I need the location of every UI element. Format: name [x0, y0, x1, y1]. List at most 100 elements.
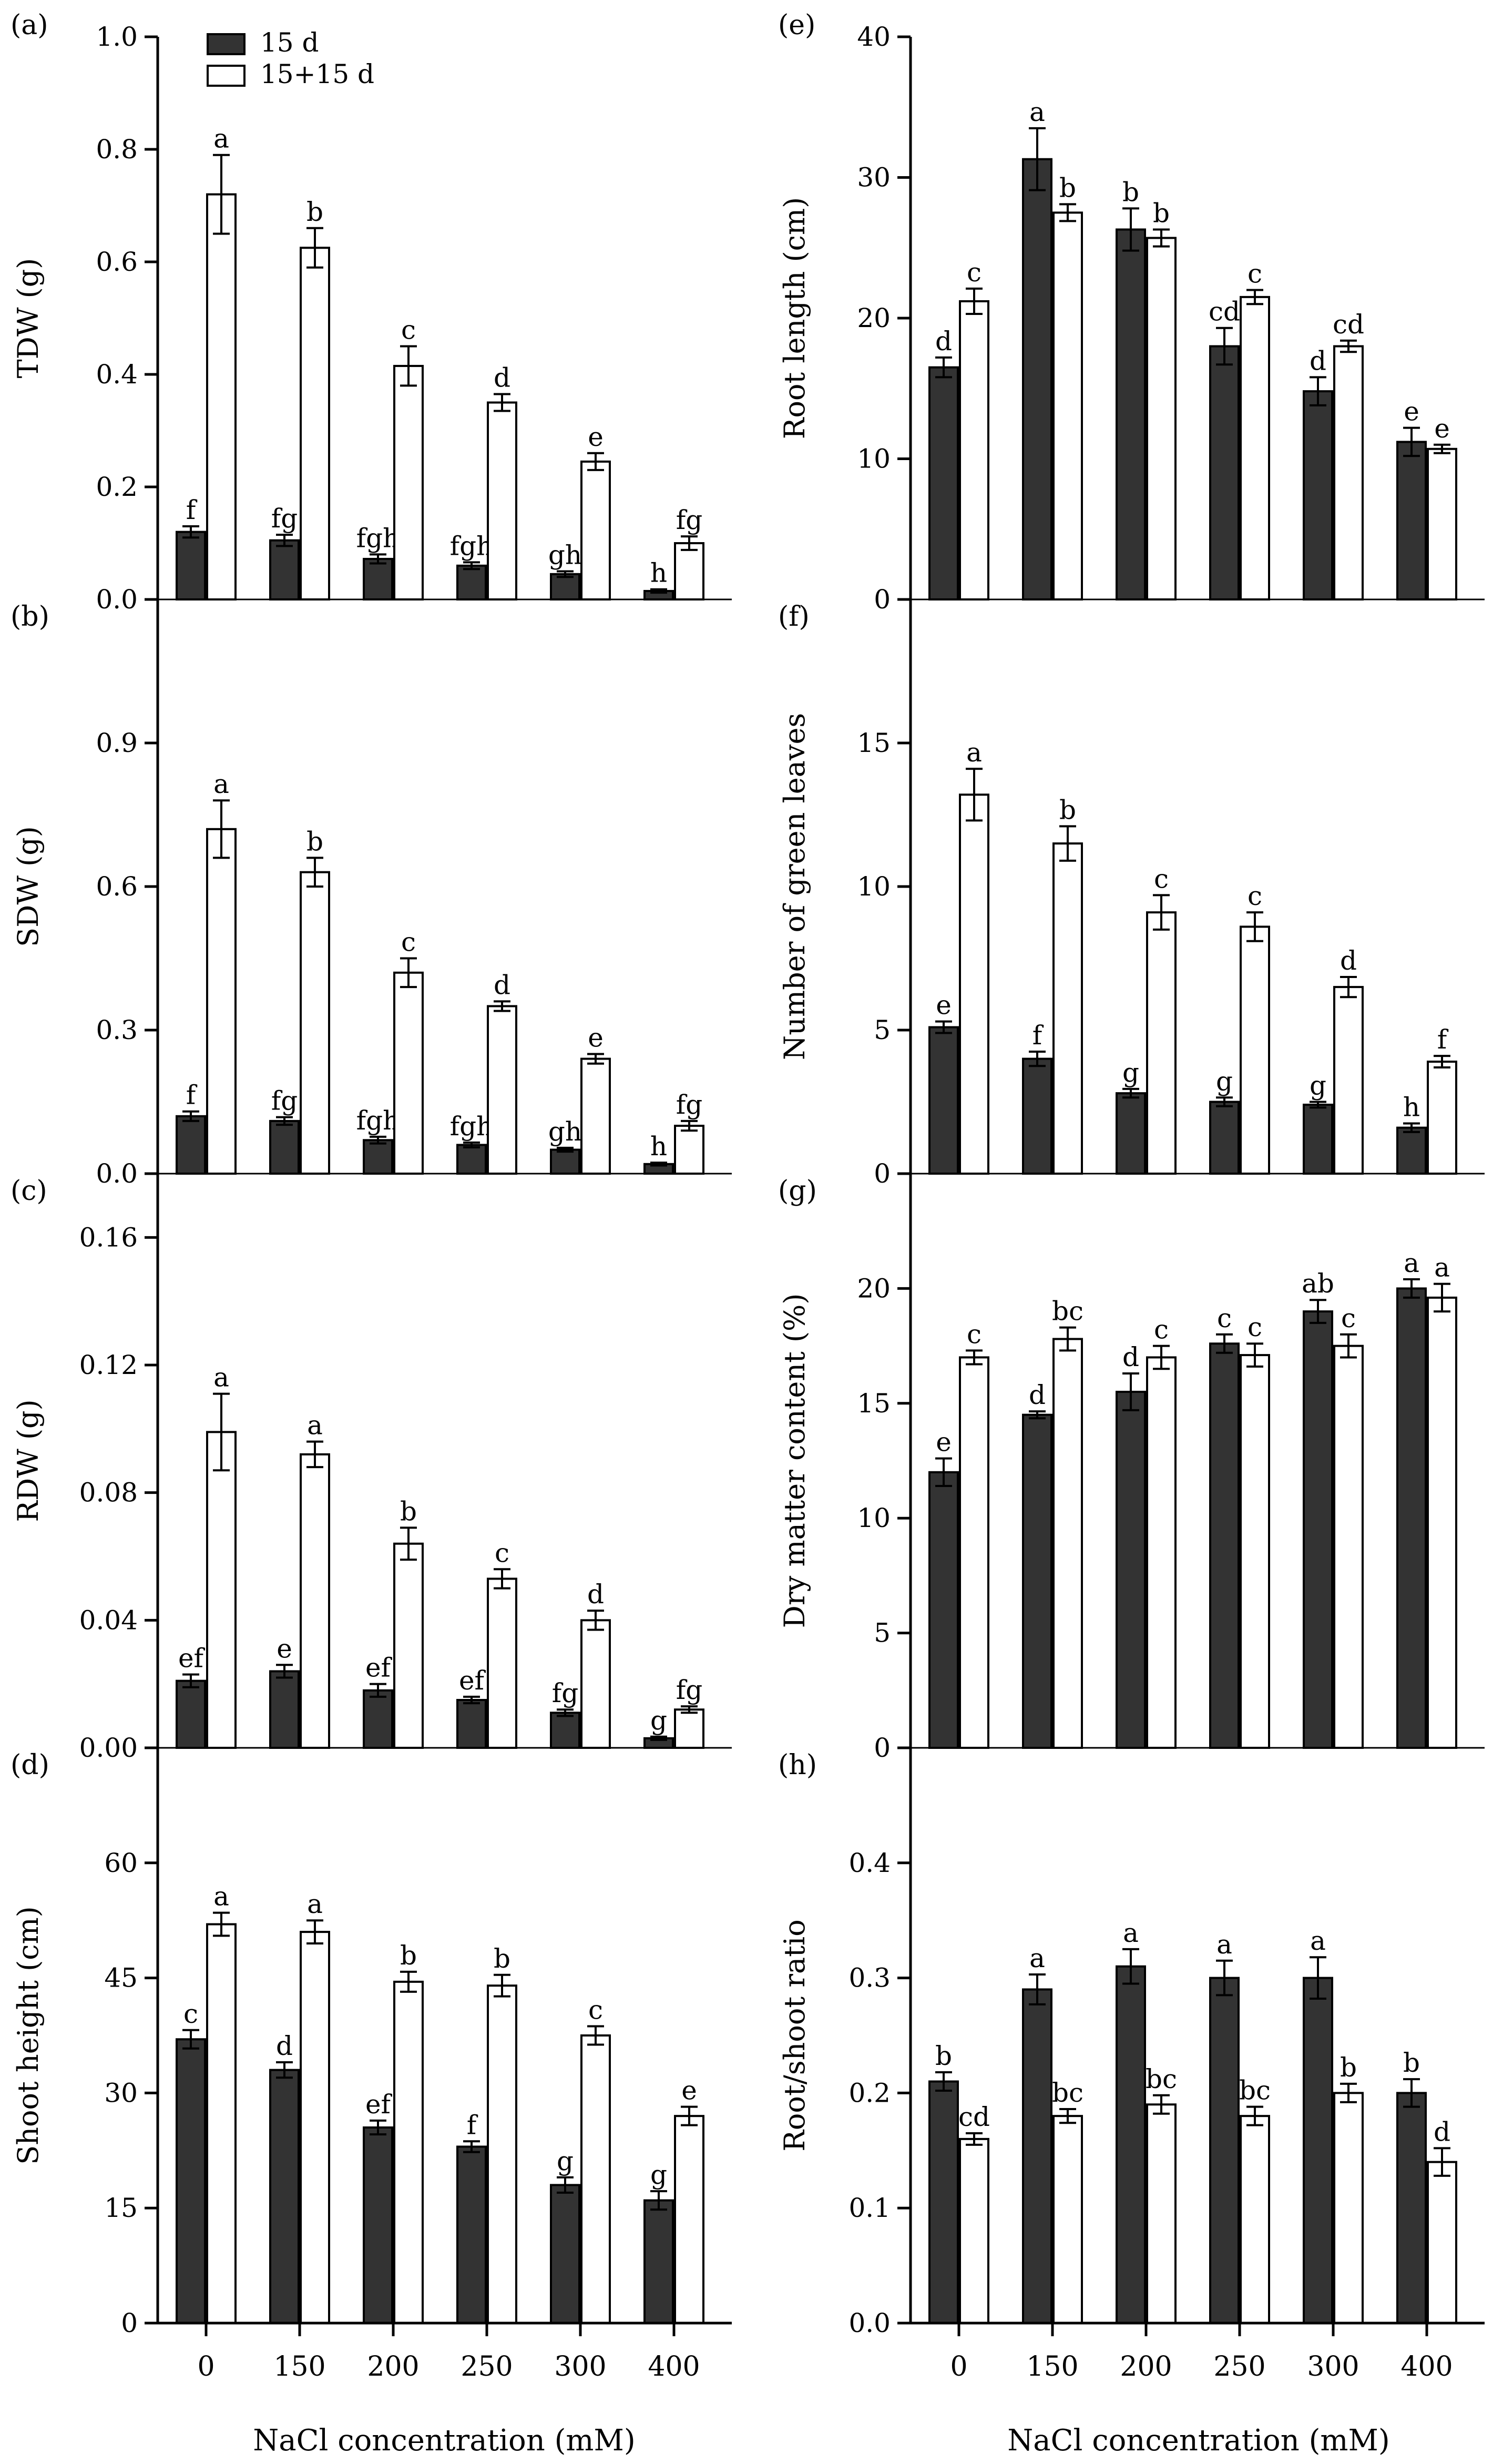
x-tick-label: 0 [197, 2351, 214, 2382]
x-tick-label: 400 [648, 2351, 700, 2382]
significance-letter: fgh [450, 1111, 494, 1142]
y-tick-label: 30 [857, 162, 891, 193]
bar-15-15d [959, 300, 989, 600]
significance-letter: c [1248, 1312, 1262, 1342]
significance-letter: c [1154, 863, 1169, 894]
bar-15-15d [206, 1923, 237, 2325]
bar-15-15d [674, 542, 704, 600]
significance-letter: e [936, 990, 952, 1021]
bar-15d [550, 2184, 580, 2324]
significance-letter: h [650, 558, 667, 588]
y-axis-title: Shoot height (cm) [12, 1906, 45, 2164]
bar-15d [1116, 228, 1146, 601]
y-tick-label: 0.3 [848, 1963, 891, 1993]
bar-15-15d [206, 1431, 237, 1749]
significance-letter: b [494, 1943, 510, 1974]
y-axis-title: Dry matter content (%) [778, 1294, 811, 1628]
bar-15-15d [959, 793, 989, 1175]
y-tick-label: 0.4 [848, 1848, 891, 1878]
bar-15-15d [580, 1057, 611, 1175]
bar-15-15d [1333, 2092, 1364, 2324]
bar-15d [643, 2199, 674, 2324]
bar-15d [1209, 1101, 1240, 1175]
bar-15-15d [1427, 2161, 1457, 2325]
significance-letter: cd [1333, 309, 1364, 340]
bar-15d [456, 564, 487, 601]
bar-15-15d [1052, 2115, 1083, 2324]
y-tick-label: 10 [857, 871, 891, 902]
significance-letter: f [467, 2110, 478, 2140]
y-tick-label: 0 [121, 2308, 138, 2338]
panel-label: (b) [11, 601, 49, 633]
bar-15d [363, 557, 393, 600]
y-axis-title: Root/shoot ratio [778, 1919, 811, 2151]
bar-15-15d [206, 193, 237, 601]
significance-letter: d [1029, 1380, 1046, 1410]
bar-15d [269, 539, 300, 601]
bar-15d [1022, 1988, 1052, 2324]
significance-letter: d [276, 2031, 293, 2061]
y-tick-label: 0 [874, 584, 891, 615]
bar-15-15d [580, 460, 611, 600]
y-tick-label: 0.4 [96, 359, 138, 390]
bar-15-15d [300, 1931, 330, 2325]
bar-15-15d [1146, 237, 1177, 600]
y-tick-label: 20 [857, 303, 891, 333]
panel-label: (d) [11, 1749, 49, 1781]
significance-letter: ef [365, 1653, 393, 1683]
y-tick-label: 0.04 [79, 1605, 138, 1635]
bar-15-15d [1052, 1338, 1083, 1749]
y-tick-label: 0 [874, 1158, 891, 1189]
significance-letter: c [183, 1999, 198, 2029]
bar-15-15d [959, 2137, 989, 2324]
significance-letter: ef [365, 2089, 393, 2120]
bar-15d [1209, 1977, 1240, 2325]
significance-letter: b [935, 2041, 952, 2071]
y-tick-label: 0.6 [96, 871, 138, 902]
y-tick-label: 60 [104, 1848, 138, 1878]
significance-letter: c [1248, 881, 1262, 911]
y-tick-label: 45 [104, 1963, 138, 1993]
panel-label: (f) [778, 601, 810, 633]
significance-letter: a [213, 124, 229, 154]
bar-15d [1209, 345, 1240, 600]
y-tick-label: 0.00 [79, 1733, 138, 1763]
bar-15d [1303, 1103, 1333, 1175]
x-tick-label: 400 [1400, 2351, 1453, 2382]
significance-letter: cd [1209, 297, 1240, 327]
legend-label-15-15d: 15+15 d [260, 59, 374, 89]
significance-letter: d [1310, 345, 1326, 376]
y-tick-label: 0.0 [96, 584, 138, 615]
y-tick-label: 1.0 [96, 22, 138, 52]
significance-letter: c [1154, 1315, 1169, 1345]
bar-15d [1303, 1977, 1333, 2325]
bar-15-15d [1240, 1354, 1270, 1749]
x-tick-label: 0 [950, 2351, 967, 2382]
bar-15d [1396, 1126, 1427, 1175]
y-tick-label: 20 [857, 1273, 891, 1304]
bar-15d [456, 1144, 487, 1175]
significance-letter: c [967, 1319, 981, 1349]
x-tick-label: 300 [1307, 2351, 1359, 2382]
significance-letter: d [1122, 1342, 1139, 1372]
bar-15-15d [674, 2115, 704, 2324]
significance-letter: e [277, 1633, 292, 1664]
significance-letter: g [557, 2146, 574, 2176]
significance-letter: f [186, 495, 198, 525]
bar-15-15d [487, 401, 517, 600]
bar-15-15d [1333, 986, 1364, 1175]
bar-15-15d [580, 2034, 611, 2324]
y-tick-label: 0.9 [96, 728, 138, 758]
significance-letter: bc [1052, 2078, 1083, 2108]
bar-15d [1303, 390, 1333, 600]
chart-panel: (f) 0 5 10 15 Number of green leaves e a f b g c g c g… [778, 599, 1485, 1189]
bar-15-15d [1240, 925, 1270, 1175]
bar-15-15d [1240, 2115, 1270, 2324]
bar-15d [1396, 2092, 1427, 2324]
bar-15d [1396, 441, 1427, 601]
significance-letter: fg [676, 1675, 703, 1705]
y-axis-title: SDW (g) [12, 826, 45, 947]
significance-letter: c [401, 927, 416, 958]
